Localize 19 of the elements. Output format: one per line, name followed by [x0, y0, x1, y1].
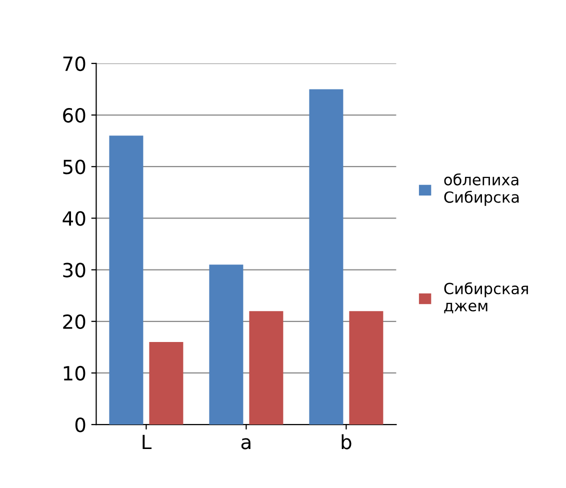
- x-tick-label: L: [142, 434, 152, 450]
- y-tick-label: 10: [64, 366, 86, 381]
- bar: [209, 264, 244, 425]
- y-tick-label: 50: [63, 160, 86, 174]
- y-tick-label: 0: [75, 418, 86, 432]
- y-tick-label: 70: [63, 56, 86, 72]
- bar: [149, 342, 184, 425]
- bar: [309, 89, 344, 425]
- y-tick-label: 60: [63, 108, 86, 123]
- x-tick-label: a: [241, 438, 250, 450]
- y-tick-label: 20: [63, 314, 86, 330]
- legend-label: облепиха Сибирска: [444, 173, 519, 206]
- bar: [349, 311, 384, 425]
- y-tick-label: 30: [63, 262, 86, 278]
- x-tick-label: b: [342, 434, 352, 450]
- legend-label: Сибирская джем: [444, 282, 528, 314]
- y-tick-label: 40: [62, 211, 86, 226]
- bar: [109, 136, 144, 425]
- bar: [249, 311, 284, 425]
